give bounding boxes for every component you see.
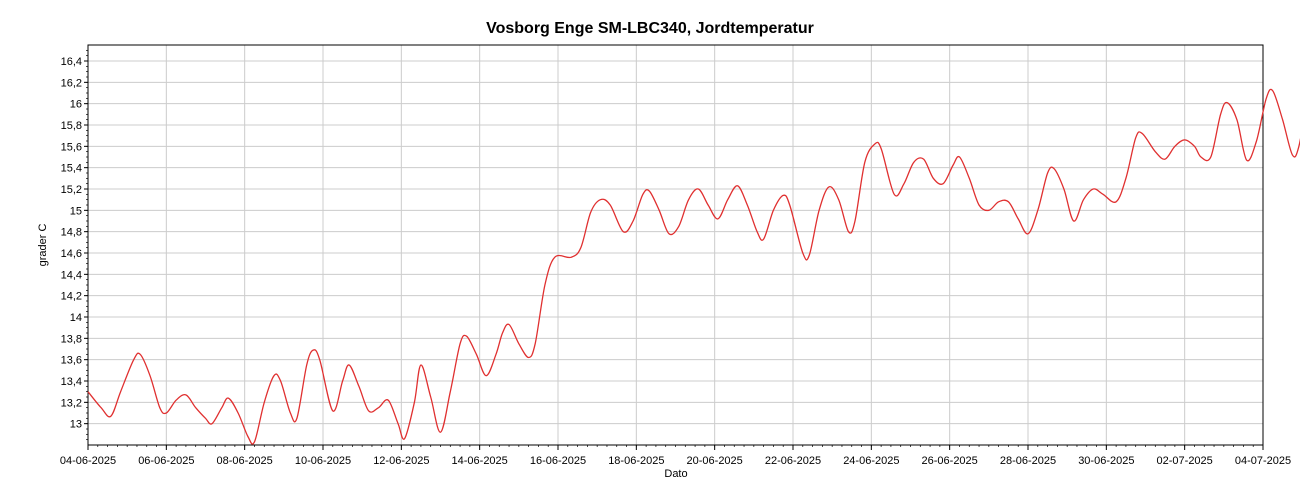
x-tick-label: 04-07-2025	[1235, 455, 1291, 467]
y-tick-label: 14,2	[61, 291, 82, 303]
y-tick-label: 13,4	[61, 376, 82, 388]
y-tick-label: 14,4	[61, 269, 82, 281]
x-tick-label: 20-06-2025	[687, 455, 743, 467]
x-tick-label: 30-06-2025	[1078, 455, 1134, 467]
series-line	[87, 88, 1300, 445]
x-tick-label: 24-06-2025	[843, 455, 899, 467]
x-axis-label: Dato	[664, 468, 687, 480]
y-tick-label: 15,2	[61, 184, 82, 196]
y-tick-label: 13,8	[61, 333, 82, 345]
y-tick-label: 16	[70, 99, 82, 111]
y-tick-label: 16,4	[61, 56, 82, 68]
y-tick-label: 14,6	[61, 248, 82, 260]
x-tick-label: 26-06-2025	[922, 455, 978, 467]
x-tick-label: 06-06-2025	[138, 455, 194, 467]
x-tick-label: 08-06-2025	[217, 455, 273, 467]
x-tick-label: 10-06-2025	[295, 455, 351, 467]
grid-lines	[87, 45, 1264, 445]
y-tick-label: 14,8	[61, 227, 82, 239]
y-tick-label: 15,8	[61, 120, 82, 132]
x-tick-label: 18-06-2025	[608, 455, 664, 467]
plot-area	[87, 44, 1264, 446]
x-tick-label: 04-06-2025	[60, 455, 116, 467]
y-tick-label: 14	[70, 312, 82, 324]
x-tick-label: 28-06-2025	[1000, 455, 1056, 467]
y-axis-label: grader C	[37, 224, 49, 267]
x-tick-label: 12-06-2025	[373, 455, 429, 467]
y-tick-label: 13,6	[61, 355, 82, 367]
y-tick-label: 15	[70, 205, 82, 217]
y-tick-label: 15,4	[61, 163, 82, 175]
x-tick-label: 02-07-2025	[1157, 455, 1213, 467]
y-tick-label: 13	[70, 419, 82, 431]
chart-title: Vosborg Enge SM-LBC340, Jordtemperatur	[486, 20, 814, 37]
x-tick-label: 16-06-2025	[530, 455, 586, 467]
y-tick-label: 13,2	[61, 397, 82, 409]
x-tick-label: 14-06-2025	[452, 455, 508, 467]
y-tick-label: 16,2	[61, 77, 82, 89]
y-tick-label: 15,6	[61, 141, 82, 153]
x-tick-label: 22-06-2025	[765, 455, 821, 467]
x-axis-ticks: 04-06-2025 06-06-2025 08-06-2025 10-06-2025…	[60, 445, 1291, 467]
y-axis-ticks: 13 13,2 13,4 13,6 13,8 14 14,2 14,4 14,6 14,8 15 15…	[61, 49, 88, 441]
